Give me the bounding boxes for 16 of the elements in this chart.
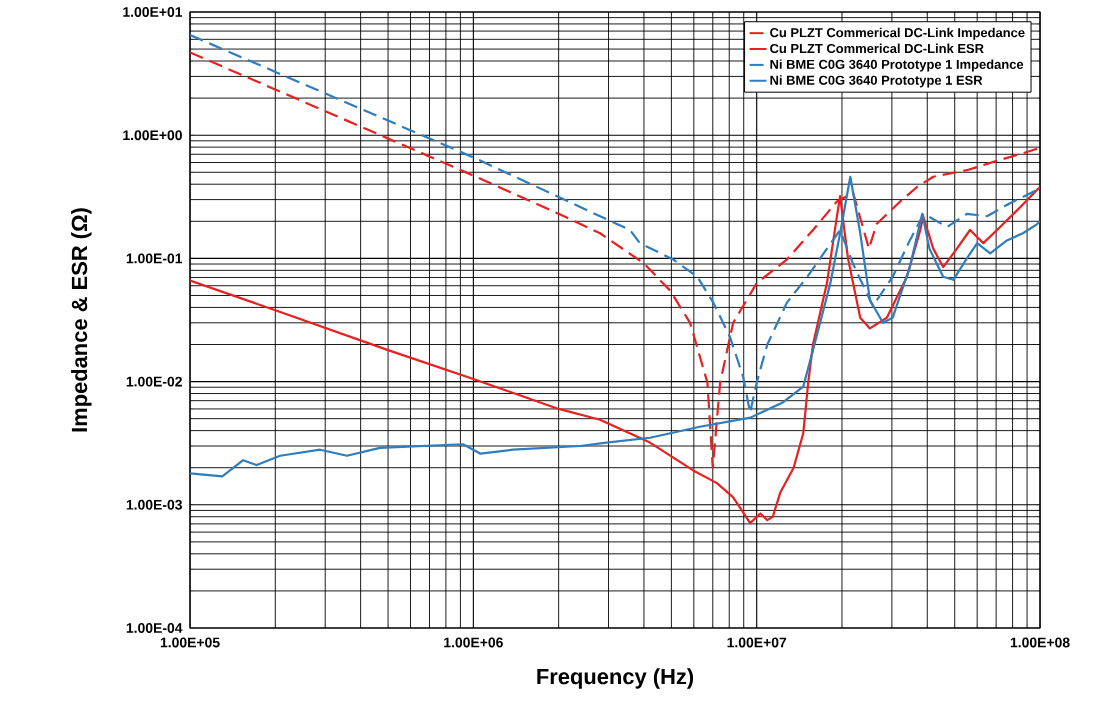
y-tick-label: 1.00E+00 — [123, 130, 182, 141]
legend-label: Cu PLZT Commerical DC-Link ESR — [770, 43, 984, 54]
legend-label: Cu PLZT Commerical DC-Link Impedance — [770, 27, 1025, 40]
x-axis-title: Frequency (Hz) — [537, 668, 694, 689]
x-tick-label: 1.00E+06 — [444, 637, 503, 648]
y-axis-title: Impedance & ESR (Ω) — [71, 208, 92, 432]
y-tick-label: 1.00E-03 — [126, 499, 182, 510]
x-tick-label: 1.00E+05 — [160, 637, 220, 648]
x-tick-label: 1.00E+07 — [727, 637, 787, 648]
legend-label: Ni BME C0G 3640 Prototype 1 ESR — [770, 75, 983, 88]
y-tick-label: 1.00E+01 — [123, 7, 183, 17]
x-tick-label: 1.00E+08 — [1010, 637, 1070, 648]
y-tick-label: 1.00E-02 — [126, 376, 182, 387]
legend-label: Ni BME C0G 3640 Prototype 1 Impedance — [770, 59, 1024, 72]
y-tick-label: 1.00E-04 — [126, 623, 183, 633]
y-tick-label: 1.00E-01 — [126, 253, 183, 264]
